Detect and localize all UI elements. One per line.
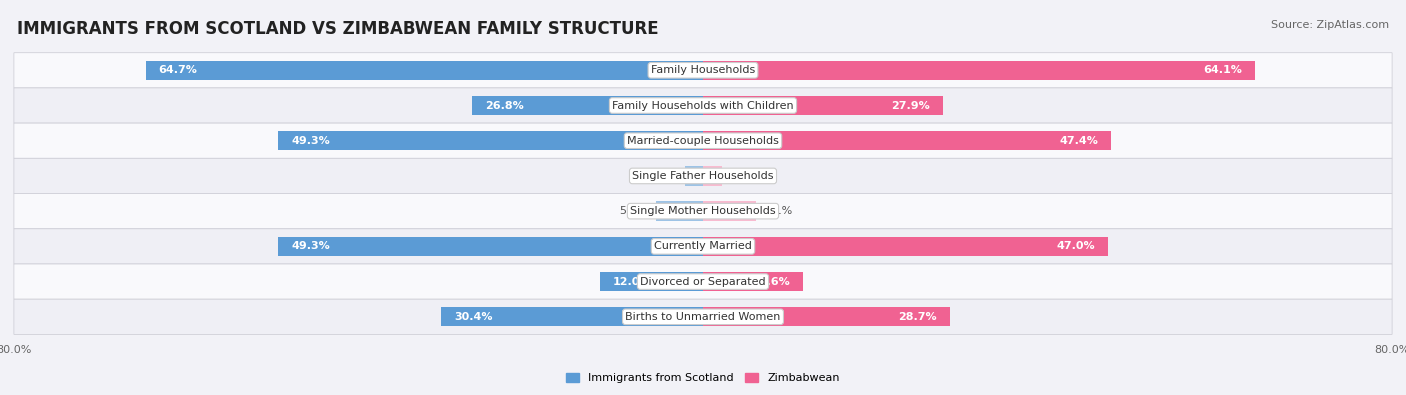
Bar bbox=[599, 272, 703, 291]
FancyBboxPatch shape bbox=[14, 194, 1392, 229]
Text: Currently Married: Currently Married bbox=[654, 241, 752, 251]
Text: Family Households with Children: Family Households with Children bbox=[612, 100, 794, 111]
Bar bbox=[703, 131, 1111, 150]
Text: 11.6%: 11.6% bbox=[751, 276, 790, 287]
FancyBboxPatch shape bbox=[14, 88, 1392, 123]
Text: IMMIGRANTS FROM SCOTLAND VS ZIMBABWEAN FAMILY STRUCTURE: IMMIGRANTS FROM SCOTLAND VS ZIMBABWEAN F… bbox=[17, 20, 658, 38]
Bar bbox=[703, 237, 1108, 256]
FancyBboxPatch shape bbox=[14, 53, 1392, 88]
Text: 47.4%: 47.4% bbox=[1059, 136, 1098, 146]
Text: 12.0%: 12.0% bbox=[613, 276, 651, 287]
FancyBboxPatch shape bbox=[14, 229, 1392, 264]
Bar bbox=[278, 237, 703, 256]
Bar bbox=[703, 307, 950, 327]
Text: 2.2%: 2.2% bbox=[731, 171, 759, 181]
Legend: Immigrants from Scotland, Zimbabwean: Immigrants from Scotland, Zimbabwean bbox=[562, 369, 844, 388]
Text: 49.3%: 49.3% bbox=[291, 136, 330, 146]
FancyBboxPatch shape bbox=[14, 264, 1392, 299]
Bar bbox=[685, 166, 703, 186]
Text: 64.7%: 64.7% bbox=[159, 65, 198, 75]
Bar bbox=[278, 131, 703, 150]
Bar bbox=[703, 201, 755, 221]
Text: 47.0%: 47.0% bbox=[1056, 241, 1095, 251]
Bar bbox=[703, 60, 1256, 80]
FancyBboxPatch shape bbox=[14, 299, 1392, 335]
Text: 6.1%: 6.1% bbox=[763, 206, 793, 216]
Text: 5.5%: 5.5% bbox=[619, 206, 647, 216]
Text: Single Father Households: Single Father Households bbox=[633, 171, 773, 181]
Text: Divorced or Separated: Divorced or Separated bbox=[640, 276, 766, 287]
Text: Source: ZipAtlas.com: Source: ZipAtlas.com bbox=[1271, 20, 1389, 30]
Text: Births to Unmarried Women: Births to Unmarried Women bbox=[626, 312, 780, 322]
Text: 30.4%: 30.4% bbox=[454, 312, 492, 322]
FancyBboxPatch shape bbox=[14, 158, 1392, 194]
Text: 64.1%: 64.1% bbox=[1204, 65, 1241, 75]
Text: Married-couple Households: Married-couple Households bbox=[627, 136, 779, 146]
Bar bbox=[655, 201, 703, 221]
FancyBboxPatch shape bbox=[14, 123, 1392, 158]
Bar bbox=[472, 96, 703, 115]
Text: 26.8%: 26.8% bbox=[485, 100, 524, 111]
Text: Family Households: Family Households bbox=[651, 65, 755, 75]
Bar bbox=[441, 307, 703, 327]
Bar bbox=[703, 272, 803, 291]
Text: 2.1%: 2.1% bbox=[648, 171, 676, 181]
Text: 49.3%: 49.3% bbox=[291, 241, 330, 251]
Bar bbox=[703, 166, 721, 186]
Text: 28.7%: 28.7% bbox=[898, 312, 938, 322]
Bar bbox=[146, 60, 703, 80]
Bar bbox=[703, 96, 943, 115]
Text: 27.9%: 27.9% bbox=[891, 100, 931, 111]
Text: Single Mother Households: Single Mother Households bbox=[630, 206, 776, 216]
